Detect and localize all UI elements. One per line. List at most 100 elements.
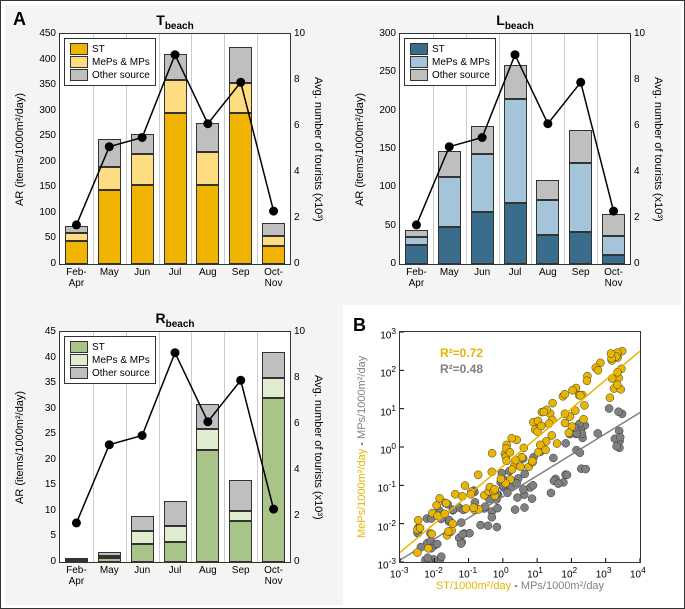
legend-swatch [70,43,88,55]
bar-segment-mp [164,80,187,113]
bar-segment-st [569,232,592,264]
scatter-point [594,366,602,374]
ytick-right-label: 6 [294,120,300,131]
scatter-point [562,439,570,447]
bar-segment-st [536,235,559,264]
bar-segment-st [98,190,121,264]
ytick-label: 35 [45,377,56,388]
bar-segment-mp [471,154,494,212]
scatter-point [437,553,445,561]
gridline [224,34,225,264]
scatter-xlabel: ST/1000m²/day - MPs/1000m²/day [400,580,640,592]
scatter-point [477,521,485,529]
bar-segment-st [262,398,285,562]
bar-segment-mp [65,233,88,241]
scatter-point [561,390,569,398]
xtick-label: Feb-Apr [400,267,433,289]
xtick-label: Oct-Nov [257,565,290,587]
bar-segment-other [65,226,88,234]
gridline [257,332,258,562]
r2-yellow: R²=0.72 [440,346,483,360]
scatter-point [528,457,536,465]
ytick-label: 300 [379,28,396,39]
legend-swatch [70,56,88,68]
scatter-point [614,408,622,416]
ytick-right-label: 10 [294,326,305,337]
scatter-point [565,429,573,437]
ytick-label: 5 [50,530,56,541]
bar-segment-mp [602,236,625,255]
ytick-label: 300 [39,105,56,116]
bar-segment-other [164,501,187,527]
scatter-point [457,540,465,548]
xtick-label: Jun [466,267,499,278]
scatter-point [484,522,492,530]
scatter-point [529,481,537,489]
scatter-point [549,454,557,462]
scatter-point [488,449,496,457]
ytick-label: 250 [379,66,396,77]
legend-label: Other source [432,70,490,81]
scatter-panel: 10-310-210-110010110210310410-310-210-11… [399,331,641,563]
scatter-point [413,549,421,557]
scatter-point [508,434,516,442]
scatter-point [563,471,571,479]
scatter-point [493,523,501,531]
scatter-point [568,386,576,394]
ylabel-right: Avg. number of tourists (x10³) [312,54,324,244]
xtick-label: Jul [159,267,192,278]
xtick-label: 10-1 [459,565,478,580]
bar-segment-mp [438,177,461,227]
ytick-right-label: 0 [634,258,640,269]
ytick-label: 150 [379,143,396,154]
xtick-label: Aug [531,267,564,278]
bar-segment-st [405,245,428,264]
ytick-right-label: 4 [634,166,640,177]
scatter-point [547,489,555,497]
chart-title: Rbeach [60,310,290,330]
xtick-label: May [93,565,126,576]
bar-segment-other [229,47,252,83]
scatter-point [491,485,499,493]
legend-label: MePs & MPs [92,355,150,366]
bar-segment-mp [536,200,559,235]
scatter-point [606,394,614,402]
ytick-label: 150 [39,181,56,192]
scatter-point [521,470,529,478]
scatter-point [451,490,459,498]
scatter-point [508,465,516,473]
scatter-point [461,482,469,490]
ylabel-left: AR (items/1000m²/day) [14,362,26,532]
scatter-point [488,513,496,521]
ytick-label: 200 [379,105,396,116]
scatter-point [613,442,621,450]
ytick-label: 20 [45,454,56,465]
xtick-label: Aug [191,565,224,576]
scatter-point [608,375,616,383]
ytick-label: 450 [39,28,56,39]
bar-segment-mp [131,154,154,185]
xtick-label: 103 [596,565,612,580]
ytick-label: 103 [380,326,396,341]
bar-segment-st [131,544,154,562]
legend: STMePs & MPsOther source [404,38,496,86]
xtick-label: 10-2 [424,565,443,580]
ytick-label: 40 [45,352,56,363]
ytick-label: 100 [39,207,56,218]
bar-segment-other [602,214,625,235]
bar-segment-other [262,352,285,378]
panel-label-a: A [13,9,26,30]
scatter-point [414,516,422,524]
bar-segment-mp [131,531,154,544]
bar-segment-st [98,558,121,562]
ytick-label: 0 [50,258,56,269]
legend-swatch [70,341,88,353]
ytick-label: 50 [385,220,396,231]
scatter-point [534,448,542,456]
scatter-point [537,422,545,430]
xtick-label: Jun [126,565,159,576]
bar-segment-mp [164,526,187,541]
bar-segment-other [196,404,219,430]
ytick-right-label: 2 [294,212,300,223]
scatter-point [470,504,478,512]
